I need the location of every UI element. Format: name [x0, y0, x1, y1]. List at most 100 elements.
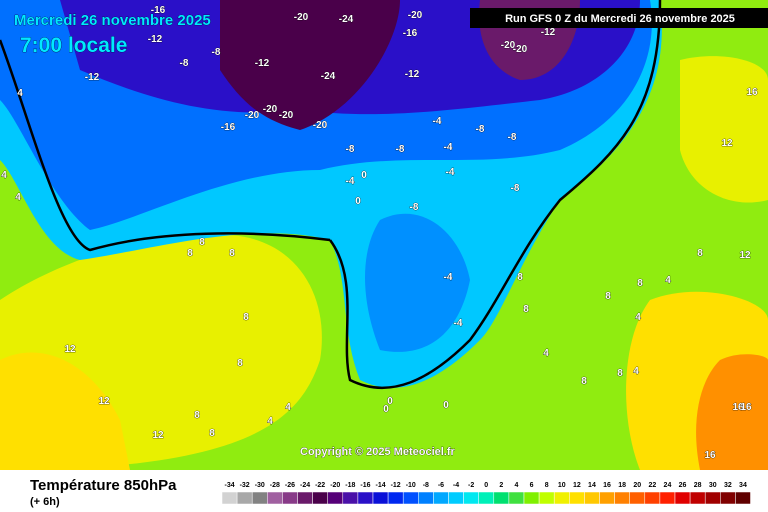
- legend-tick-label: -14: [375, 482, 385, 489]
- legend-swatch: [644, 491, 661, 505]
- legend-swatch: [735, 491, 751, 505]
- legend-tick-label: -34: [224, 482, 234, 489]
- legend-tick-label: -20: [330, 482, 340, 489]
- isotherm-label: -4: [433, 116, 442, 127]
- isotherm-label: -4: [444, 272, 453, 283]
- isotherm-label: 8: [209, 428, 215, 439]
- isotherm-label: -8: [511, 183, 520, 194]
- isotherm-label: -4: [454, 318, 463, 329]
- isotherm-label: 0: [387, 396, 393, 407]
- isotherm-label: 0: [383, 404, 389, 415]
- legend-title: Température 850hPa: [30, 477, 177, 494]
- legend-tick-label: 12: [573, 482, 581, 489]
- isotherm-label: 4: [1, 170, 7, 181]
- legend-tick-label: -22: [315, 482, 325, 489]
- isotherm-label: 8: [581, 376, 587, 387]
- legend-swatch: [599, 491, 615, 505]
- zone-warm: [680, 56, 768, 203]
- isotherm-label: -20: [279, 110, 294, 121]
- isotherm-label: -12: [148, 34, 163, 45]
- legend-strip: [0, 470, 768, 512]
- isotherm-label: 16: [704, 450, 716, 461]
- map-title: Mercredi 26 novembre 2025: [14, 12, 211, 29]
- legend-tick-label: -2: [468, 482, 474, 489]
- run-box: [470, 8, 768, 28]
- zero-isotherm: [0, 0, 662, 389]
- isotherm-label: 8: [637, 278, 643, 289]
- legend-tick-label: -4: [453, 482, 459, 489]
- isotherm-label: -8: [212, 47, 221, 58]
- isotherm-label: 8: [194, 410, 200, 421]
- legend-tick-label: 0: [484, 482, 488, 489]
- isotherm-label: 12: [64, 344, 76, 355]
- isotherm-label: 16: [732, 402, 744, 413]
- isotherm-label: 12: [739, 250, 751, 261]
- isotherm-label: 12: [152, 430, 164, 441]
- zone-warm: [0, 352, 130, 470]
- legend-swatch: [402, 491, 419, 505]
- legend-swatch: [433, 491, 449, 505]
- legend-swatch: [342, 491, 359, 505]
- legend-swatch: [720, 491, 736, 505]
- isotherm-label: 4: [17, 88, 23, 99]
- legend-tick-label: 24: [664, 482, 672, 489]
- isotherm-label: 8: [243, 312, 249, 323]
- isotherm-label: 12: [721, 138, 733, 149]
- legend-swatch: [357, 491, 374, 505]
- isotherm-label: -16: [221, 122, 236, 133]
- isotherm-label: 8: [523, 304, 529, 315]
- legend-swatch: [282, 491, 298, 505]
- legend-swatch: [312, 491, 328, 505]
- zone-extreme-cold: [220, 0, 400, 130]
- isotherm-label: -8: [508, 132, 517, 143]
- legend-tick-label: 20: [633, 482, 641, 489]
- isotherm-label: 8: [187, 248, 193, 259]
- isotherm-label: -12: [85, 72, 100, 83]
- legend-swatch: [614, 491, 630, 505]
- legend-swatch: [387, 491, 404, 505]
- legend-tick-label: 26: [679, 482, 687, 489]
- isotherm-label: -24: [321, 71, 336, 82]
- legend-swatch: [372, 491, 389, 505]
- isotherm-label: 16: [740, 402, 752, 413]
- legend-tick-label: 28: [694, 482, 702, 489]
- isotherm-label: -20: [245, 110, 260, 121]
- legend-swatch: [236, 491, 253, 505]
- forecast-step: (+ 6h): [30, 496, 60, 508]
- isotherm-label: -4: [444, 142, 453, 153]
- legend-swatch: [221, 491, 238, 505]
- legend-swatch: [448, 491, 464, 505]
- legend-tick-label: 16: [603, 482, 611, 489]
- legend-swatch: [538, 491, 555, 505]
- isotherm-label: 0: [355, 196, 361, 207]
- copyright: Copyright © 2025 Meteociel.fr: [300, 446, 456, 458]
- legend-tick-label: -32: [240, 482, 250, 489]
- isotherm-label: -8: [346, 144, 355, 155]
- legend-swatch: [584, 491, 600, 505]
- legend-tick-label: 34: [739, 482, 747, 489]
- isotherm-label: 8: [229, 248, 235, 259]
- isotherm-label: 4: [15, 192, 21, 203]
- legend-tick-label: -26: [285, 482, 295, 489]
- isotherm-label: -12: [255, 58, 270, 69]
- legend-tick-label: -28: [270, 482, 280, 489]
- isotherm-label: -16: [403, 28, 418, 39]
- isotherm-label: 4: [633, 366, 639, 377]
- isotherm-label: -16: [151, 5, 166, 16]
- legend-swatch: [523, 491, 540, 505]
- isotherm-label: -24: [339, 14, 354, 25]
- legend-swatch: [569, 491, 585, 505]
- isotherm-label: 8: [237, 358, 243, 369]
- legend-tick-label: 6: [530, 482, 534, 489]
- isotherm-label: 8: [697, 248, 703, 259]
- legend-tick-label: 8: [545, 482, 549, 489]
- isotherm-label: -20: [263, 104, 278, 115]
- legend-swatch: [463, 491, 479, 505]
- zone-colder: [365, 213, 470, 352]
- isotherm-label: -4: [346, 176, 355, 187]
- legend-tick-label: 14: [588, 482, 596, 489]
- legend-swatch: [297, 491, 313, 505]
- run-info: Run GFS 0 Z du Mercredi 26 novembre 2025: [505, 13, 735, 25]
- isotherm-label: -20: [513, 44, 528, 55]
